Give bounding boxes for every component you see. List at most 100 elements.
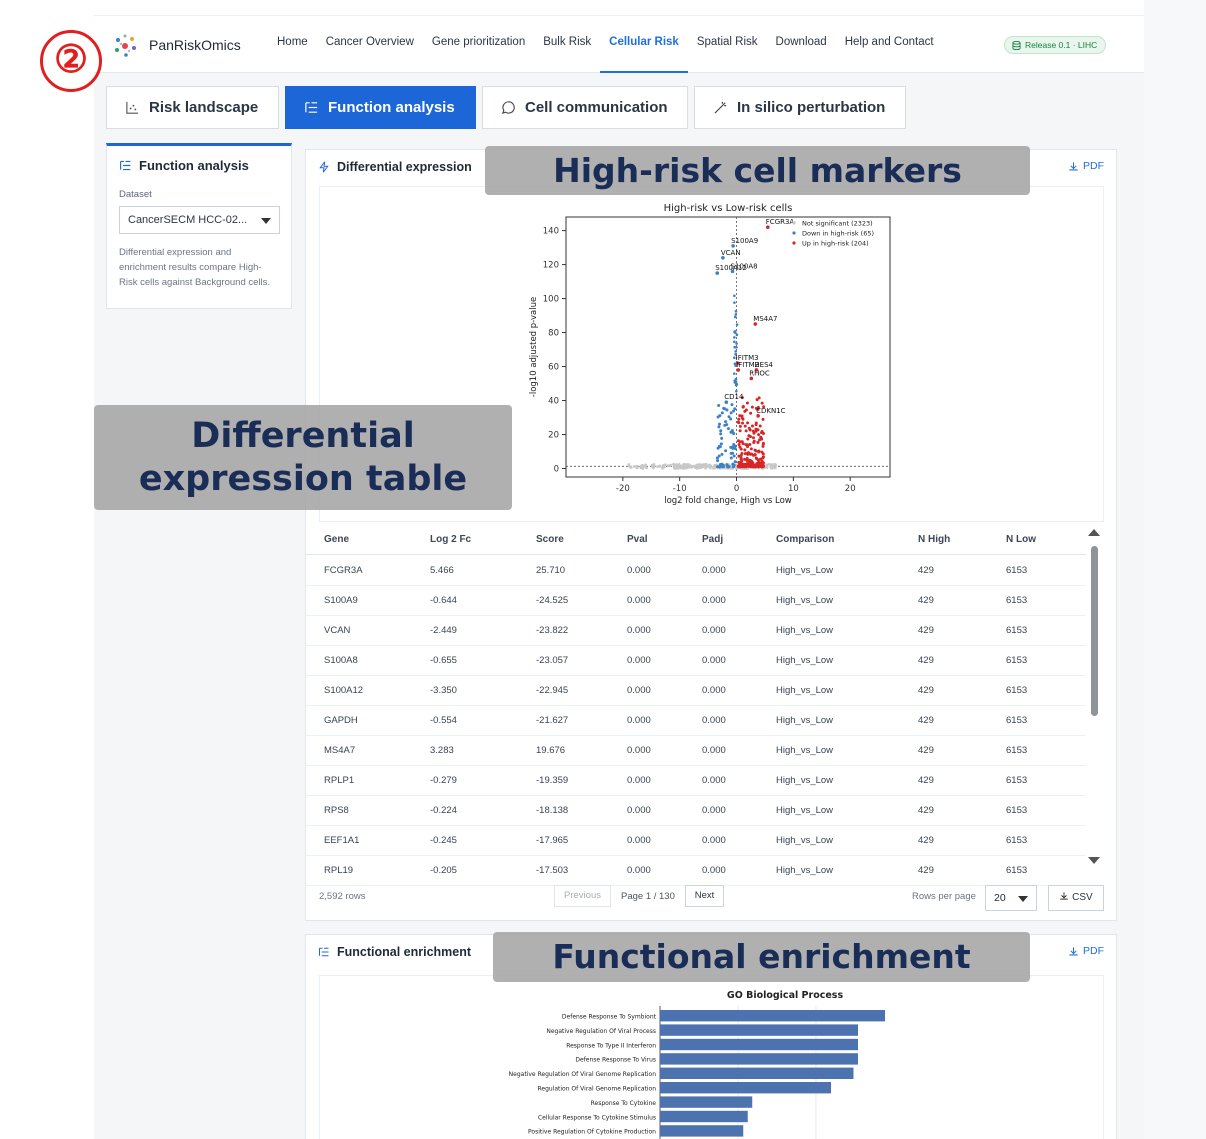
table-row[interactable]: S100A9 -0.644 -24.525 0.000 0.000 High_vs_Low… — [306, 586, 1086, 616]
table-cell: -0.554 — [430, 715, 457, 726]
gene-label: S100A9 — [731, 237, 758, 245]
dataset-select[interactable]: CancerSECM HCC-02... — [119, 206, 280, 234]
not-significant-point — [698, 466, 702, 470]
table-row[interactable]: FCGR3A 5.466 25.710 0.000 0.000 High_vs_Low 42… — [306, 556, 1086, 586]
labeled-gene-point — [715, 271, 719, 275]
down-regulated-point — [735, 389, 738, 393]
table-cell: 429 — [918, 775, 934, 786]
not-significant-point — [641, 464, 645, 468]
up-regulated-point — [761, 442, 765, 446]
pdf-download-button[interactable]: PDF — [1068, 160, 1104, 172]
nav-cellular-risk[interactable]: Cellular Risk — [600, 16, 688, 73]
plot-frame — [565, 216, 891, 478]
down-regulated-point — [719, 429, 723, 433]
table-cell: High_vs_Low — [776, 865, 834, 876]
down-regulated-point — [729, 417, 733, 421]
nav-gene-prioritization[interactable]: Gene prioritization — [431, 36, 526, 48]
up-regulated-point — [738, 440, 742, 444]
gene-label: CDKN1C — [756, 407, 786, 415]
down-regulated-point — [726, 427, 730, 431]
nav-help-contact[interactable]: Help and Contact — [844, 36, 934, 48]
up-regulated-point — [740, 440, 744, 444]
table-cell: -17.503 — [536, 865, 569, 876]
x-tick-label: 10 — [788, 484, 799, 494]
down-regulated-point — [733, 340, 736, 344]
table-cell: 25.710 — [536, 565, 566, 576]
tab-label: In silico perturbation — [737, 99, 886, 116]
column-header[interactable]: N Low — [1006, 534, 1036, 545]
table-scrollbar[interactable] — [1088, 523, 1100, 871]
column-header[interactable]: Gene — [324, 534, 350, 545]
table-row[interactable]: S100A8 -0.655 -23.057 0.000 0.000 High_vs_Low… — [306, 646, 1086, 676]
table-cell: 0.000 — [702, 805, 726, 816]
column-header[interactable]: Pval — [627, 534, 648, 545]
bar-category-label: Regulation Of Viral Genome Replication — [537, 1086, 656, 1093]
up-regulated-point — [754, 423, 758, 427]
down-regulated-point — [720, 436, 724, 440]
table-row[interactable]: GAPDH -0.554 -21.627 0.000 0.000 High_vs_Low 4… — [306, 706, 1086, 736]
legend-label: Down in high-risk (65) — [802, 230, 874, 238]
tab-cell-communication[interactable]: Cell communication — [482, 86, 688, 129]
chat-bubble-icon — [501, 101, 515, 115]
table-row[interactable]: EEF1A1 -0.245 -17.965 0.000 0.000 High_vs_Low… — [306, 826, 1086, 856]
logo-icon[interactable] — [110, 31, 140, 61]
up-regulated-point — [741, 421, 745, 425]
table-cell: 429 — [918, 565, 934, 576]
column-header[interactable]: Score — [536, 534, 564, 545]
table-cell: 6153 — [1006, 805, 1028, 816]
table-row[interactable]: S100A12 -3.350 -22.945 0.000 0.000 High_vs_Lo… — [306, 676, 1086, 706]
table-row[interactable]: RPLP1 -0.279 -19.359 0.000 0.000 High_vs_Low 4… — [306, 766, 1086, 796]
table-cell: 0.000 — [627, 625, 651, 636]
csv-download-button[interactable]: CSV — [1048, 885, 1104, 911]
not-significant-point — [696, 463, 699, 467]
scroll-thumb[interactable] — [1091, 546, 1098, 716]
down-regulated-point — [733, 294, 736, 298]
legend-marker — [792, 221, 796, 225]
bar-category-label: Negative Regulation Of Viral Process — [546, 1028, 656, 1035]
next-button[interactable]: Next — [685, 885, 724, 907]
not-significant-point — [632, 464, 636, 468]
tab-function-analysis[interactable]: Function analysis — [285, 86, 476, 129]
rows-per-page-select[interactable]: 20 — [985, 885, 1037, 911]
bar-category-label: Response To Cytokine — [591, 1100, 657, 1107]
tab-risk-landscape[interactable]: Risk landscape — [106, 86, 279, 129]
up-regulated-point — [743, 424, 747, 428]
callout-functional-enrichment: Functional enrichment — [493, 932, 1030, 982]
nav-bulk-risk[interactable]: Bulk Risk — [543, 36, 592, 48]
table-row[interactable]: RPS8 -0.224 -18.138 0.000 0.000 High_vs_Low 42… — [306, 796, 1086, 826]
table-row[interactable]: MS4A7 3.283 19.676 0.000 0.000 High_vs_Low 429… — [306, 736, 1086, 766]
up-regulated-point — [751, 436, 755, 440]
not-significant-point — [652, 463, 656, 466]
nav-download[interactable]: Download — [775, 36, 827, 48]
column-header[interactable]: N High — [918, 534, 951, 545]
up-regulated-point — [754, 429, 758, 433]
not-significant-point — [627, 463, 631, 466]
column-header[interactable]: Padj — [702, 534, 724, 545]
gene-label: IFITM2 — [736, 361, 759, 369]
table-row[interactable]: VCAN -2.449 -23.822 0.000 0.000 High_vs_Low 42… — [306, 616, 1086, 646]
table-cell: RPLP1 — [324, 775, 355, 786]
up-regulated-point — [746, 463, 750, 467]
down-regulated-point — [730, 428, 734, 432]
nav-cancer-overview[interactable]: Cancer Overview — [325, 36, 414, 48]
enrichment-bar — [660, 1038, 858, 1051]
column-header[interactable]: Log 2 Fc — [430, 534, 472, 545]
brand-name[interactable]: PanRiskOmics — [149, 37, 241, 53]
down-regulated-point — [725, 408, 729, 412]
x-tick-label: 0 — [734, 484, 739, 494]
scroll-up-icon[interactable] — [1088, 529, 1100, 536]
table-cell: -0.205 — [430, 865, 457, 876]
not-significant-point — [674, 466, 677, 470]
nav-spatial-risk[interactable]: Spatial Risk — [696, 36, 758, 48]
column-header[interactable]: Comparison — [776, 534, 835, 545]
scroll-down-icon[interactable] — [1088, 857, 1100, 864]
down-regulated-point — [734, 350, 737, 353]
pdf-download-button[interactable]: PDF — [1068, 945, 1104, 957]
table-cell: EEF1A1 — [324, 835, 360, 846]
tab-in-silico-perturbation[interactable]: In silico perturbation — [694, 86, 906, 129]
nav-home[interactable]: Home — [277, 36, 308, 48]
previous-button[interactable]: Previous — [554, 885, 611, 907]
panel-title: Differential expression — [318, 160, 472, 174]
top-navbar: PanRiskOmics Home Cancer Overview Gene p… — [94, 16, 1144, 73]
not-significant-point — [667, 464, 671, 468]
